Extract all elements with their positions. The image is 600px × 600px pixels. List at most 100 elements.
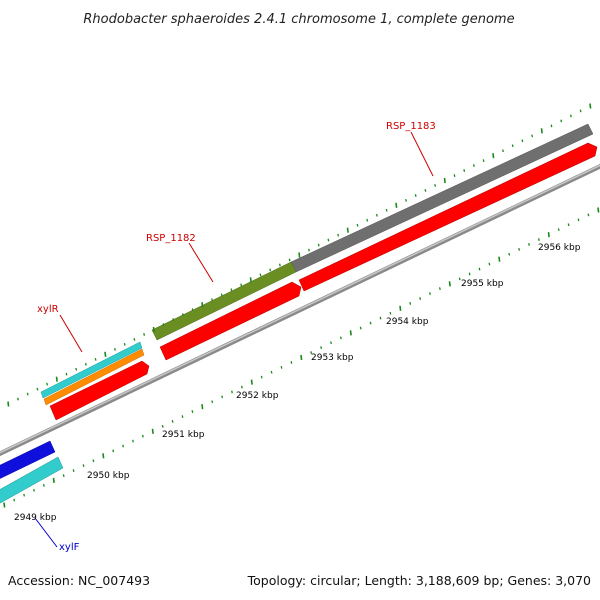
label-rsp1182[interactable]: RSP_1182 bbox=[146, 233, 196, 244]
scale-minor-tick bbox=[488, 262, 491, 266]
scale-minor-tick bbox=[429, 292, 431, 295]
cds-rsp1183-arrow[interactable] bbox=[298, 142, 598, 292]
scale-minor-tick bbox=[528, 243, 530, 246]
scale-label-2954: 2954 kbp bbox=[386, 317, 429, 327]
scale-major-tick bbox=[399, 305, 402, 311]
upper-minor-tick bbox=[560, 119, 563, 123]
gene-blue-bar[interactable] bbox=[0, 440, 56, 481]
scale-minor-tick bbox=[409, 302, 412, 305]
scale-minor-tick bbox=[62, 474, 65, 477]
scale-major-tick bbox=[151, 428, 154, 434]
upper-minor-tick bbox=[531, 134, 534, 138]
scale-minor-tick bbox=[240, 385, 243, 389]
scale-minor-tick bbox=[330, 341, 332, 345]
upper-minor-tick bbox=[181, 313, 184, 317]
upper-minor-tick bbox=[172, 318, 175, 321]
upper-minor-tick bbox=[94, 357, 97, 361]
gene-xylr-orange-bar[interactable] bbox=[43, 348, 145, 406]
gene-xylf-cyan-bar[interactable] bbox=[0, 456, 64, 506]
upper-minor-tick bbox=[356, 223, 359, 227]
gene-track-forward bbox=[0, 123, 594, 506]
scale-major-tick bbox=[498, 256, 501, 262]
upper-tick-row bbox=[7, 103, 592, 407]
label-rsp1183[interactable]: RSP_1183 bbox=[386, 121, 436, 132]
scale-minor-tick bbox=[557, 228, 560, 232]
scale-minor-tick bbox=[468, 272, 471, 276]
scale-minor-tick bbox=[260, 375, 263, 379]
scale-minor-tick bbox=[211, 400, 214, 404]
scale-minor-tick bbox=[141, 434, 144, 438]
leader-xylr bbox=[59, 314, 83, 353]
upper-minor-tick bbox=[521, 139, 524, 143]
genome-summary-text: Topology: circular; Length: 3,188,609 bp… bbox=[247, 573, 591, 588]
scale-label-2952: 2952 kbp bbox=[236, 391, 279, 401]
upper-minor-tick bbox=[337, 233, 340, 237]
backbone-highlight bbox=[0, 164, 600, 454]
upper-major-tick bbox=[104, 351, 107, 357]
scale-minor-tick bbox=[389, 311, 392, 315]
upper-minor-tick bbox=[65, 372, 68, 376]
scale-label-2955: 2955 kbp bbox=[461, 279, 504, 289]
upper-minor-tick bbox=[162, 323, 165, 326]
upper-minor-tick bbox=[317, 243, 320, 247]
scale-minor-tick bbox=[290, 361, 293, 364]
scale-minor-tick bbox=[92, 459, 95, 463]
scale-minor-tick bbox=[577, 218, 580, 222]
scale-minor-tick bbox=[379, 316, 382, 320]
scale-minor-tick bbox=[82, 464, 85, 468]
upper-minor-tick bbox=[366, 218, 369, 222]
gene-rsp1182-bar[interactable] bbox=[151, 261, 297, 341]
scale-minor-tick bbox=[72, 469, 75, 472]
upper-minor-tick bbox=[36, 387, 39, 391]
scale-minor-tick bbox=[181, 415, 184, 418]
upper-major-tick bbox=[443, 177, 446, 184]
scale-minor-tick bbox=[13, 498, 16, 502]
upper-minor-tick bbox=[114, 347, 116, 351]
upper-minor-tick bbox=[220, 293, 223, 297]
scale-major-tick bbox=[3, 502, 6, 508]
scale-major-tick bbox=[448, 281, 451, 287]
gene-xylr-cyan-bar[interactable] bbox=[40, 341, 143, 399]
scale-major-tick bbox=[300, 354, 303, 361]
scale-minor-tick bbox=[419, 297, 422, 300]
scale-minor-tick bbox=[458, 277, 461, 281]
label-xylr[interactable]: xylR bbox=[37, 304, 59, 315]
scale-minor-tick bbox=[231, 390, 233, 394]
upper-major-tick bbox=[589, 103, 592, 109]
upper-minor-tick bbox=[26, 392, 29, 396]
scale-minor-tick bbox=[518, 247, 521, 251]
cds-xylr-arrow[interactable] bbox=[49, 360, 150, 421]
backbone-line bbox=[0, 163, 600, 457]
scale-minor-tick bbox=[567, 223, 570, 227]
scale-label-2951: 2951 kbp bbox=[162, 430, 205, 440]
scale-minor-tick bbox=[310, 351, 313, 354]
label-xylf[interactable]: xylF bbox=[59, 542, 80, 553]
cds-rsp1182-arrow[interactable] bbox=[159, 281, 302, 361]
upper-minor-tick bbox=[375, 213, 378, 217]
scale-major-tick bbox=[597, 207, 600, 213]
scale-minor-tick bbox=[191, 410, 194, 413]
upper-minor-tick bbox=[579, 109, 582, 113]
upper-minor-tick bbox=[414, 194, 417, 197]
upper-minor-tick bbox=[123, 342, 126, 346]
scale-major-tick bbox=[349, 330, 352, 336]
upper-minor-tick bbox=[434, 184, 437, 187]
upper-major-tick bbox=[395, 202, 398, 208]
scale-minor-tick bbox=[122, 444, 125, 448]
upper-minor-tick bbox=[385, 208, 388, 212]
upper-minor-tick bbox=[463, 169, 466, 172]
upper-minor-tick bbox=[288, 258, 291, 262]
scale-minor-tick bbox=[33, 488, 35, 492]
scale-minor-tick bbox=[320, 346, 323, 350]
upper-minor-tick bbox=[453, 174, 456, 177]
scale-major-tick bbox=[250, 379, 253, 385]
scale-minor-tick bbox=[359, 326, 362, 330]
upper-minor-tick bbox=[46, 382, 49, 386]
upper-minor-tick bbox=[472, 164, 475, 167]
cds-track bbox=[49, 142, 598, 421]
upper-minor-tick bbox=[230, 288, 233, 292]
scale-minor-tick bbox=[478, 267, 481, 271]
upper-minor-tick bbox=[211, 298, 213, 302]
upper-minor-tick bbox=[502, 149, 504, 153]
